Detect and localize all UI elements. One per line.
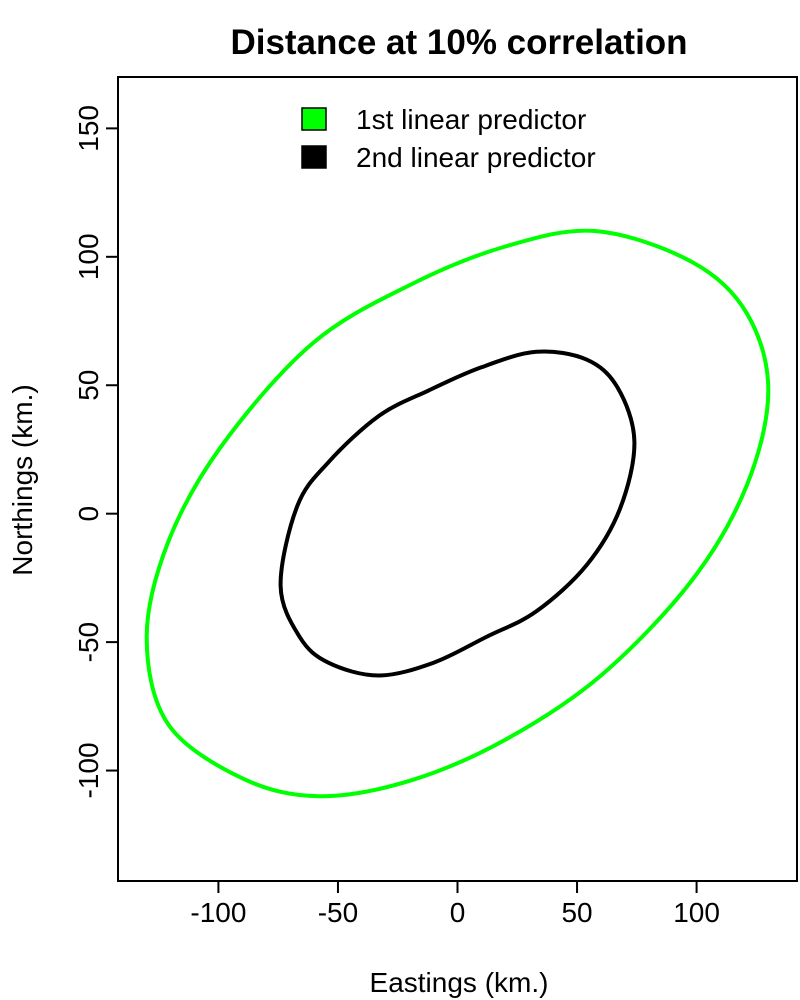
y-tick-label: 50 [73,370,104,401]
legend-swatch [301,107,327,131]
x-tick-label: -100 [190,897,246,928]
x-tick-label: 0 [450,897,466,928]
x-axis: -100 -50 0 50 100 [190,881,720,928]
y-tick-label: 0 [73,506,104,522]
y-tick-label: -100 [73,742,104,798]
y-axis-label: Northings (km.) [7,384,38,575]
plot-frame [117,76,798,882]
legend-swatch [301,145,327,169]
y-tick-label: -50 [73,622,104,662]
series-line-1 [144,228,771,799]
series-layer [144,228,771,799]
x-axis-label: Eastings (km.) [370,967,549,998]
x-tick-label: 100 [673,897,720,928]
legend-label: 2nd linear predictor [356,142,596,173]
legend-label: 1st linear predictor [356,104,586,135]
series-line-2 [278,349,637,678]
y-tick-label: 150 [73,105,104,152]
x-tick-label: 50 [561,897,592,928]
y-axis: -100 -50 0 50 100 150 [73,105,118,799]
x-tick-label: -50 [318,897,358,928]
chart-title: Distance at 10% correlation [230,23,687,62]
legend: 1st linear predictor 2nd linear predictor [301,104,596,173]
y-tick-label: 100 [73,233,104,280]
